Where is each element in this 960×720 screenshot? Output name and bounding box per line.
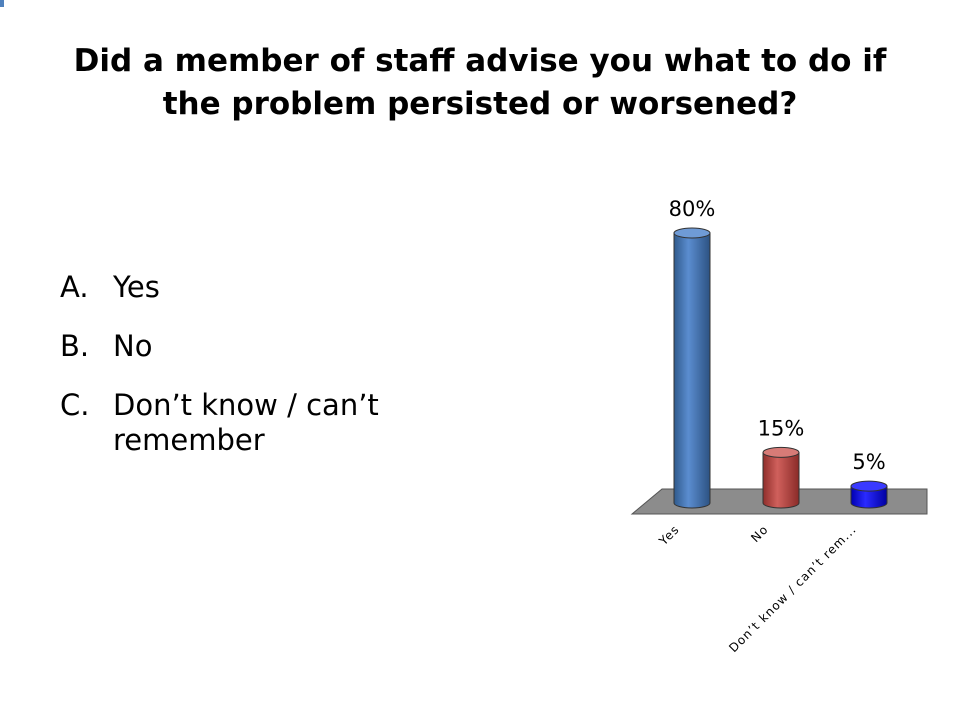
answer-option-b: B. No [60, 329, 460, 364]
answer-text-c: Don’t know / can’t remember [113, 388, 379, 457]
answer-letter-a: A. [60, 270, 89, 304]
x-tick-label-yes: Yes [656, 522, 682, 548]
bar-body-no [762, 451, 800, 509]
data-label-no: 15% [758, 416, 805, 440]
answer-letter-c: C. [60, 388, 90, 422]
answer-option-a: A. Yes [60, 270, 460, 305]
bar-body-dont-know [850, 485, 888, 509]
bar-top-yes [673, 227, 711, 239]
bar-dont-know [850, 480, 888, 509]
bar-top-no [762, 446, 800, 458]
corner-accent-mark [0, 0, 4, 7]
bar-top-dont-know [850, 480, 888, 492]
answer-letter-b: B. [60, 329, 90, 363]
data-label-dont-know: 5% [852, 450, 885, 474]
answer-options-list: A. Yes B. No C. Don’t know / can’t remem… [60, 270, 460, 482]
bar-no [762, 446, 800, 509]
x-tick-label-dont-know: Don’t know / can’t rem... [726, 522, 859, 655]
bar-body-yes [673, 232, 711, 509]
slide-title-line-2: the problem persisted or worsened? [162, 86, 798, 123]
bar-yes [673, 227, 711, 509]
data-label-yes: 80% [669, 197, 716, 221]
slide-title-line-1: Did a member of staff advise you what to… [73, 43, 887, 79]
answer-text-b: No [113, 329, 153, 363]
answer-option-c: C. Don’t know / can’t remember [60, 388, 460, 458]
slide-title: Did a member of staff advise you what to… [40, 40, 920, 127]
answer-text-a: Yes [113, 270, 160, 304]
x-tick-label-no: No [748, 522, 771, 545]
